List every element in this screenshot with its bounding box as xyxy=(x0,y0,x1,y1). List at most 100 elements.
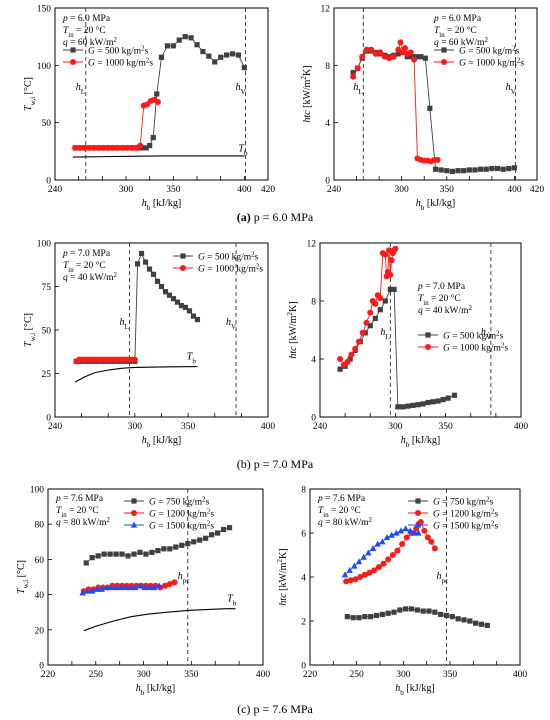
data-point xyxy=(161,546,167,552)
data-point xyxy=(408,606,415,612)
data-point xyxy=(368,614,374,620)
y-tick-label: 40 xyxy=(35,591,45,601)
x-tick-label: 250 xyxy=(350,670,365,680)
x-tick-label: 300 xyxy=(396,670,411,680)
data-point xyxy=(449,614,455,620)
data-point xyxy=(483,166,489,172)
y-tick-label: 100 xyxy=(37,240,52,250)
data-point xyxy=(435,398,441,404)
data-point xyxy=(162,289,169,295)
plot-frame xyxy=(54,7,269,181)
condition-annotation: q = 80 kW/m2 xyxy=(56,517,110,529)
data-point xyxy=(372,300,379,307)
legend-label: G = 1000 kg/m2s xyxy=(88,57,153,69)
data-point xyxy=(337,356,344,362)
data-point xyxy=(386,55,393,62)
data-point xyxy=(467,618,473,624)
data-point xyxy=(357,574,364,580)
x-tick-label: 300 xyxy=(388,422,403,432)
data-point xyxy=(348,351,355,358)
x-axis-label: hb [kJ/kg] xyxy=(401,435,440,449)
condition-annotation: Tin = 20 °C xyxy=(63,25,106,39)
data-point xyxy=(100,144,107,151)
data-point xyxy=(445,395,451,401)
data-point xyxy=(425,399,431,406)
caption-letter: (c) xyxy=(237,702,251,716)
data-point xyxy=(155,548,161,554)
data-point xyxy=(170,43,176,49)
caption-text: p = 7.6 MPa xyxy=(253,702,313,716)
chart-b-temperature: 240 300 350 400 0 25 50 75 100 hb [kJ/kg] Tw,i [°C… xyxy=(23,240,275,450)
data-point xyxy=(359,329,366,336)
data-point xyxy=(220,526,227,533)
y-tick-label: 50 xyxy=(42,327,52,337)
legend-marker xyxy=(441,59,447,65)
data-point xyxy=(392,245,399,252)
y-tick-label: 80 xyxy=(35,521,45,531)
data-point xyxy=(209,532,215,538)
data-point xyxy=(430,399,436,405)
data-point xyxy=(146,266,153,272)
data-point xyxy=(506,165,512,172)
data-point xyxy=(191,539,197,545)
x-tick-label: 400 xyxy=(507,185,522,195)
data-point xyxy=(89,555,95,561)
condition-annotation: p = 7.0 MPa xyxy=(417,282,466,292)
data-point xyxy=(420,608,426,614)
data-point xyxy=(215,530,221,536)
data-point xyxy=(400,404,406,410)
data-point xyxy=(164,43,171,49)
data-point xyxy=(391,286,397,292)
data-point xyxy=(83,560,89,566)
data-point xyxy=(494,165,501,172)
data-point xyxy=(403,534,410,541)
data-point xyxy=(203,535,209,541)
data-point xyxy=(385,610,391,616)
condition-annotation: q = 40 kW/m2 xyxy=(63,272,117,284)
legend-label: G = 750 kg/m2s xyxy=(149,496,210,508)
data-point xyxy=(109,144,116,151)
data-point xyxy=(81,144,88,151)
x-tick-label: 350 xyxy=(439,422,454,432)
data-point xyxy=(351,562,358,569)
data-point xyxy=(127,584,134,591)
x-tick-label: 400 xyxy=(514,422,529,432)
data-point xyxy=(369,545,377,551)
data-point xyxy=(426,608,432,614)
reference-line-label: hL xyxy=(353,82,362,96)
data-point xyxy=(76,144,83,151)
data-point xyxy=(162,582,169,589)
chart-c-htc: 220 250 300 350 400 0 2 4 6 8 hb [kJ/kg] htc [kW/m2… xyxy=(276,486,527,698)
y-tick-label: 0 xyxy=(301,662,306,672)
data-point xyxy=(131,584,139,591)
data-point xyxy=(86,144,93,151)
x-tick-label: 240 xyxy=(313,422,328,432)
legend-label: G = 500 kg/m2s xyxy=(443,330,504,342)
x-tick-label: 350 xyxy=(440,185,455,195)
x-tick-label: 240 xyxy=(48,185,63,195)
legend-marker xyxy=(131,498,137,504)
data-point xyxy=(397,607,403,613)
data-point xyxy=(407,527,414,534)
data-point xyxy=(421,527,428,534)
chart-a-htc: 240 300 350 400 420 0 4 8 12 hb [kJ/kg] htc [kW/m2… xyxy=(300,5,544,213)
x-tick-label: 400 xyxy=(237,185,252,195)
data-point xyxy=(411,56,418,63)
data-point xyxy=(455,168,461,174)
data-point xyxy=(455,616,461,622)
y-tick-label: 4 xyxy=(325,119,330,129)
data-point xyxy=(397,527,405,534)
data-point xyxy=(461,617,467,623)
data-point xyxy=(361,571,368,578)
condition-annotation: q = 80 kW/m2 xyxy=(318,517,372,529)
data-point xyxy=(360,553,367,560)
y-axis-label: htc [kW/m2K] xyxy=(276,548,289,605)
data-point xyxy=(341,571,349,578)
data-point xyxy=(385,556,392,563)
data-point xyxy=(176,37,182,43)
data-point xyxy=(484,622,490,628)
legend-label: G = 1000 kg/m2s xyxy=(198,263,263,275)
x-tick-label: 300 xyxy=(119,185,134,195)
data-point xyxy=(431,545,438,552)
